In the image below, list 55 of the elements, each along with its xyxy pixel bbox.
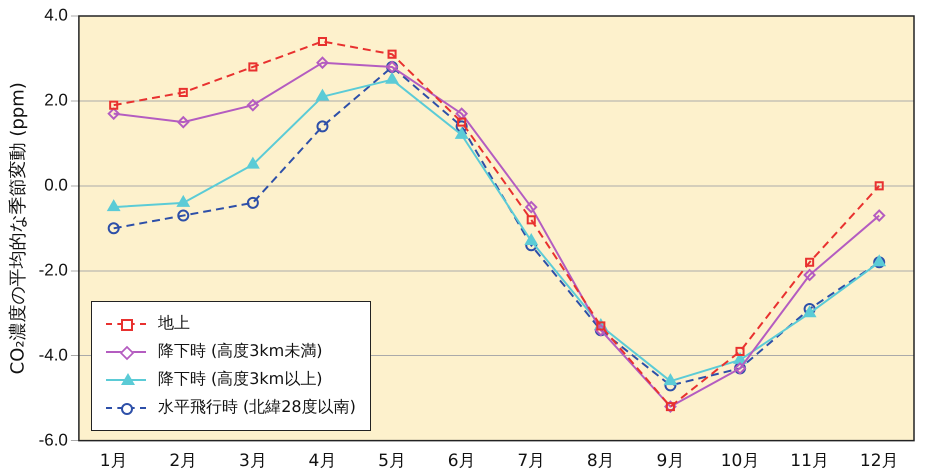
x-tick-label: 12月: [860, 451, 899, 472]
point: [803, 306, 816, 318]
x-tick-label: 8月: [586, 451, 615, 472]
point: [108, 108, 120, 120]
point: [177, 116, 190, 128]
point: [316, 56, 328, 69]
point: [873, 210, 886, 222]
x-tick-label: 11月: [790, 451, 829, 472]
point: [664, 374, 677, 386]
y-tick-label: -6.0: [38, 430, 68, 450]
y-tick-label: 2.0: [44, 90, 68, 110]
point: [525, 201, 538, 214]
point: [318, 36, 327, 46]
point: [316, 120, 328, 132]
x-tick-label: 5月: [378, 451, 406, 472]
point: [805, 258, 814, 267]
point: [177, 210, 190, 222]
y-tick-label: 0.0: [44, 176, 68, 195]
x-tick-label: 3月: [238, 451, 267, 472]
point: [388, 50, 397, 59]
point: [525, 234, 538, 246]
legend-label: 地上: [158, 313, 190, 334]
point: [246, 99, 259, 112]
x-tick-label: 10月: [720, 451, 760, 472]
point: [248, 62, 258, 72]
point: [316, 90, 329, 101]
point: [455, 128, 468, 139]
y-axis-title: CO₂濃度の平均的な季節変動 (ppm): [7, 82, 28, 374]
point: [457, 118, 466, 127]
point: [107, 200, 120, 212]
point: [109, 100, 118, 110]
point: [526, 215, 536, 224]
point: [246, 196, 259, 209]
point: [456, 108, 468, 120]
y-tick-label: -2.0: [38, 260, 68, 280]
x-tick-label: 9月: [656, 451, 684, 472]
point: [456, 120, 468, 132]
legend-label: 降下時 (高度3km以上): [158, 369, 322, 390]
y-tick-label: 4.0: [44, 6, 68, 25]
legend-label: 水平飛行時 (北緯28度以南): [158, 397, 356, 418]
point: [804, 269, 816, 282]
x-tick-label: 7月: [517, 451, 546, 472]
point: [108, 222, 120, 234]
y-tick-label: -4.0: [38, 345, 68, 364]
x-tick-label: 2月: [169, 451, 198, 472]
point: [874, 181, 884, 190]
x-tick-label: 6月: [448, 451, 476, 472]
point: [735, 346, 745, 356]
x-tick-label: 4月: [308, 451, 336, 472]
point: [177, 196, 190, 207]
point: [246, 158, 260, 169]
point: [386, 72, 398, 84]
point: [178, 88, 188, 97]
x-tick-label: 1月: [100, 451, 128, 472]
legend-label: 降下時 (高度3km未満): [158, 341, 322, 362]
